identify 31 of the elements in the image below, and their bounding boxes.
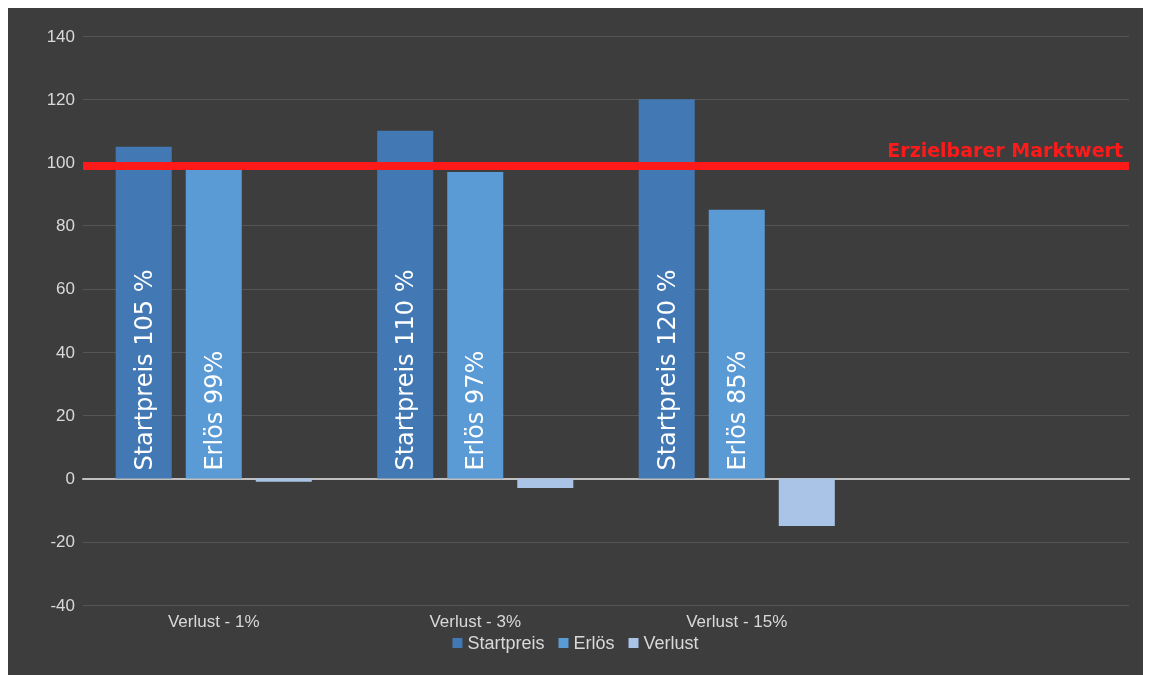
- y-tick-label: 100: [46, 152, 75, 172]
- legend-label: Verlust: [643, 633, 699, 653]
- y-tick-label: 20: [56, 405, 75, 425]
- bar: [115, 146, 172, 479]
- y-tick-label: -40: [50, 595, 75, 615]
- data-label: Startpreis 110 %: [391, 269, 420, 471]
- data-label: Erlös 99%: [199, 350, 228, 471]
- legend-label: Erlös: [573, 633, 615, 653]
- data-label: Startpreis 105 %: [129, 269, 158, 471]
- x-tick-label: Verlust - 3%: [429, 612, 522, 631]
- bar: [377, 130, 434, 479]
- y-tick-label: 0: [65, 469, 75, 489]
- bar: [255, 478, 312, 482]
- y-tick-label: 120: [46, 89, 75, 109]
- bar: [638, 99, 695, 479]
- legend-label: Startpreis: [467, 633, 545, 653]
- bar: [708, 209, 765, 479]
- x-tick-label: Verlust - 1%: [167, 612, 260, 631]
- y-tick-label: 140: [46, 26, 75, 46]
- data-label: Startpreis 120 %: [652, 269, 681, 471]
- y-tick-label: -20: [50, 532, 75, 552]
- ref-line-label: Erzielbarer Marktwert: [887, 139, 1123, 162]
- y-tick-label: 60: [56, 279, 75, 299]
- x-tick-label: Verlust - 15%: [686, 612, 788, 631]
- y-tick-label: 80: [56, 216, 75, 236]
- y-tick-label: 40: [56, 342, 75, 362]
- bar: [447, 171, 504, 479]
- bar: [517, 478, 574, 489]
- data-label: Erlös 85%: [722, 350, 751, 471]
- data-label: Erlös 97%: [461, 350, 490, 471]
- bar: [778, 478, 835, 526]
